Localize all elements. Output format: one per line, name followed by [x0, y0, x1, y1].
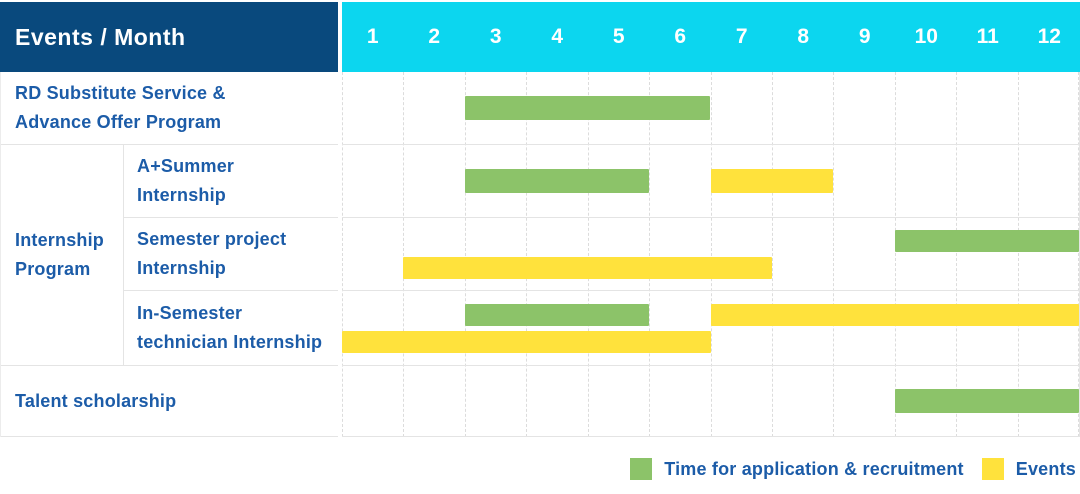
row-label-rd-substitute-service: RD Substitute Service & Advance Offer Pr… — [1, 72, 338, 145]
month-header-5: 5 — [612, 25, 625, 48]
chart-row-rd-substitute-service-advance-offer-program — [342, 72, 1079, 145]
month-header-11: 11 — [976, 25, 999, 48]
month-header-1: 1 — [366, 25, 379, 48]
month-header-2: 2 — [428, 25, 441, 48]
chart-row-talent-scholarship — [342, 366, 1079, 437]
row-labels-column: RD Substitute Service & Advance Offer Pr… — [0, 72, 338, 437]
yellow-bar-in-semester-technician-internship — [342, 330, 711, 353]
month-header-8: 8 — [797, 25, 810, 48]
month-header-4: 4 — [551, 25, 564, 48]
legend: Time for application & recruitment Event… — [630, 458, 1076, 480]
row-label-a-plus-summer-internship: A+Summer Internship — [124, 145, 338, 218]
yellow-bar-a-plus-summer-internship — [710, 169, 834, 193]
chart-row-in-semester-technician-internship — [342, 291, 1079, 366]
bar-line-semester-project-internship-0 — [342, 229, 1079, 252]
gantt-chart-area — [342, 72, 1080, 437]
month-header-9: 9 — [858, 25, 871, 48]
events-month-table: Events / Month 1 2 3 4 5 6 7 8 9 10 11 12 RD Substi… — [0, 2, 1080, 437]
green-bar-rd-substitute-service-advance-offer-program — [464, 96, 711, 120]
group-label-internship-program: Internship Program — [1, 145, 124, 365]
green-bar-semester-project-internship — [894, 229, 1079, 252]
green-bar-in-semester-technician-internship — [464, 303, 650, 326]
chart-row-semester-project-internship — [342, 218, 1079, 291]
legend-yellow-swatch — [981, 458, 1004, 480]
green-bar-a-plus-summer-internship — [464, 169, 650, 193]
month-header-12: 12 — [1037, 25, 1061, 48]
events-month-header-cell: Events / Month — [0, 2, 338, 72]
legend-yellow-label: Events — [1015, 458, 1076, 479]
body-gap — [338, 72, 342, 437]
yellow-bar-semester-project-internship — [403, 256, 772, 279]
header-gap — [338, 2, 342, 72]
month-header-3: 3 — [489, 25, 502, 48]
yellow-bar-in-semester-technician-internship — [710, 303, 1079, 326]
row-label-in-semester-technician-internship: In-Semester technician Internship — [137, 303, 323, 352]
month-header-row: 1 2 3 4 5 6 7 8 9 10 11 12 — [342, 2, 1080, 72]
table-body: RD Substitute Service & Advance Offer Pr… — [0, 72, 1080, 437]
legend-green-label: Time for application & recruitment — [664, 458, 964, 479]
table-header-row: Events / Month 1 2 3 4 5 6 7 8 9 10 11 12 — [0, 2, 1080, 72]
bar-line-a-plus-summer-internship-0 — [342, 169, 1079, 193]
internship-program-section: Internship Program A+Summer Internship S… — [1, 145, 338, 366]
legend-green-swatch — [630, 458, 653, 480]
bar-line-talent-scholarship-0 — [342, 389, 1079, 413]
bar-line-in-semester-technician-internship-0 — [342, 303, 1079, 326]
row-label-semester-project-internship: Semester project Internship — [124, 218, 338, 291]
month-header-10: 10 — [914, 25, 938, 48]
bar-line-rd-substitute-service-advance-offer-program-0 — [342, 96, 1079, 120]
green-bar-talent-scholarship — [894, 389, 1079, 413]
bar-line-in-semester-technician-internship-1 — [342, 330, 1079, 353]
bar-line-semester-project-internship-1 — [342, 256, 1079, 279]
row-label-talent-scholarship: Talent scholarship — [1, 366, 338, 437]
month-header-7: 7 — [735, 25, 748, 48]
internship-sub-labels: A+Summer Internship Semester project Int… — [124, 145, 338, 365]
month-header-6: 6 — [674, 25, 687, 48]
chart-row-a-plus-summer-internship — [342, 145, 1079, 218]
